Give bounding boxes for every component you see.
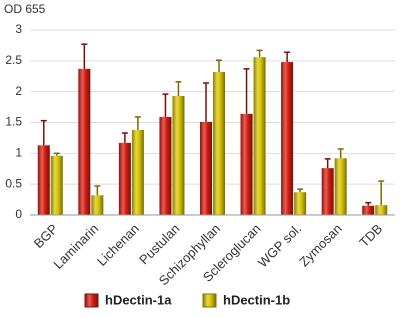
- error-bar: [162, 93, 169, 117]
- x-tick-label: WGP sol.: [255, 221, 304, 270]
- error-bar: [297, 188, 304, 193]
- error-bar: [378, 180, 385, 206]
- error-bar: [365, 201, 372, 206]
- legend-swatch: [202, 293, 217, 308]
- bar: [118, 142, 131, 215]
- bar: [213, 71, 225, 215]
- x-tick-label: TDB: [356, 221, 385, 250]
- bar: [321, 168, 334, 215]
- y-tick-label: 0: [15, 207, 22, 221]
- y-tick-label: 2.5: [5, 53, 22, 67]
- bar: [200, 121, 212, 215]
- bar: [362, 205, 375, 215]
- bar: [131, 129, 144, 215]
- y-tick-label: 3: [15, 22, 22, 36]
- legend-label: hDectin-1b: [223, 292, 290, 307]
- bar: [334, 158, 347, 215]
- error-bar: [284, 51, 291, 63]
- legend-label: hDectin-1a: [105, 292, 172, 307]
- error-bar: [175, 81, 182, 96]
- bar: [375, 205, 388, 215]
- error-bar: [203, 82, 209, 122]
- error-bar: [243, 68, 250, 114]
- bar: [240, 113, 253, 215]
- bar: [159, 116, 172, 215]
- error-bar: [121, 132, 128, 143]
- error-bar: [337, 148, 344, 159]
- bar: [37, 145, 50, 215]
- y-tick-label: 1: [15, 146, 22, 160]
- bar: [78, 68, 91, 215]
- y-axis-label: OD 655: [4, 2, 46, 16]
- bar: [253, 57, 266, 216]
- bar: [50, 155, 63, 215]
- x-tick-label: Laminarin: [50, 221, 101, 272]
- error-bar: [324, 158, 331, 169]
- y-tick-label: 1.5: [5, 115, 22, 129]
- x-tick-label: BGP: [31, 221, 61, 251]
- error-bar: [134, 116, 141, 130]
- legend-swatch: [84, 293, 99, 308]
- error-bar: [81, 43, 88, 69]
- bar: [91, 195, 104, 215]
- error-bar: [256, 49, 263, 58]
- x-tick-label: Zymosan: [296, 221, 344, 269]
- error-bar: [53, 152, 60, 156]
- y-tick-label: 0.5: [5, 176, 22, 190]
- x-tick-label: Lichenan: [94, 221, 142, 269]
- error-bar: [216, 59, 222, 72]
- y-tick-label: 2: [15, 84, 22, 98]
- bar: [281, 62, 294, 215]
- bar: [294, 192, 307, 215]
- error-bar: [40, 119, 47, 146]
- bar: [172, 95, 185, 215]
- error-bar: [94, 185, 101, 196]
